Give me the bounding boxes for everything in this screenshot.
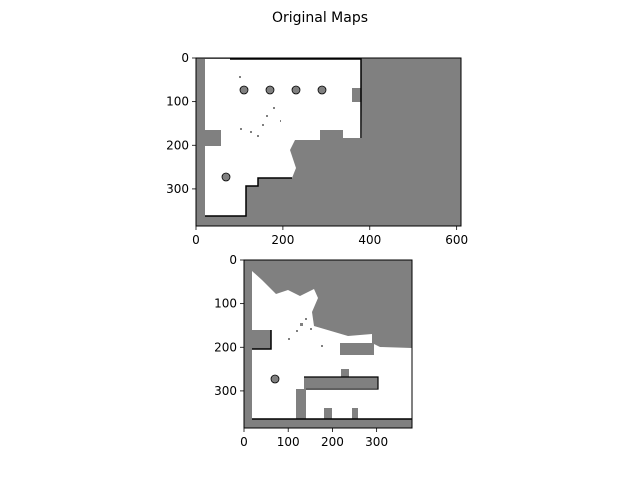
- map-top-pillar: [265, 85, 275, 95]
- map-top-xtick-label: 200: [271, 233, 294, 247]
- map-bottom-ytick-label: 300: [214, 384, 237, 398]
- map-bottom-block: [352, 408, 358, 419]
- map-bottom-pillar: [270, 374, 280, 384]
- map-bottom-corridor-block: [304, 377, 378, 389]
- map-bottom-xtick-label: 200: [321, 435, 344, 449]
- map-bottom-frame: [243, 259, 413, 429]
- map-top-xtick-label: 0: [192, 233, 200, 247]
- map-bottom-axes: 0 100 200 300 0 100 200 300: [214, 253, 388, 449]
- map-top-ytick-label: 200: [166, 138, 189, 152]
- map-bottom-xtick-label: 0: [240, 435, 248, 449]
- map-top-pillar: [239, 85, 249, 95]
- map-bottom-ytick-label: 100: [214, 297, 237, 311]
- map-bottom-ytick-label: 200: [214, 340, 237, 354]
- map-top-axes: 0 200 400 600 0 100 200 300: [166, 51, 468, 247]
- map-bottom: 0 100 200 300 0 100 200 300: [214, 253, 413, 449]
- map-bottom-ytick-label: 0: [229, 253, 237, 267]
- map-top-notch: [352, 88, 363, 102]
- map-top-xtick-label: 600: [445, 233, 468, 247]
- map-bottom-wall: [304, 376, 379, 390]
- map-bottom-block: [296, 389, 306, 419]
- map-bottom-xtick-label: 100: [277, 435, 300, 449]
- map-top-wall-top: [230, 58, 362, 138]
- map-top-pillar: [317, 85, 327, 95]
- map-top-ytick-label: 0: [181, 51, 189, 65]
- map-top-xtick-label: 400: [358, 233, 381, 247]
- map-top-pillar: [291, 85, 301, 95]
- map-bottom-noise: [288, 318, 323, 347]
- map-top-ytick-label: 300: [166, 182, 189, 196]
- map-top-ytick-label: 100: [166, 95, 189, 109]
- map-bottom-room: [306, 388, 380, 416]
- map-top-free-space: [205, 59, 362, 216]
- map-bottom-block: [340, 343, 374, 355]
- map-top-wall-bottom: [205, 177, 292, 217]
- figure-title: Original Maps: [272, 10, 368, 26]
- map-bottom-block: [324, 408, 332, 419]
- map-top-frame: [195, 57, 462, 227]
- map-top: 0 200 400 600 0 100 200 300: [166, 51, 468, 247]
- map-bottom-block: [341, 369, 349, 379]
- map-bottom-xtick-label: 300: [365, 435, 388, 449]
- map-top-pillar: [221, 172, 231, 182]
- map-bottom-wall: [252, 330, 272, 350]
- map-top-noise: [239, 76, 281, 137]
